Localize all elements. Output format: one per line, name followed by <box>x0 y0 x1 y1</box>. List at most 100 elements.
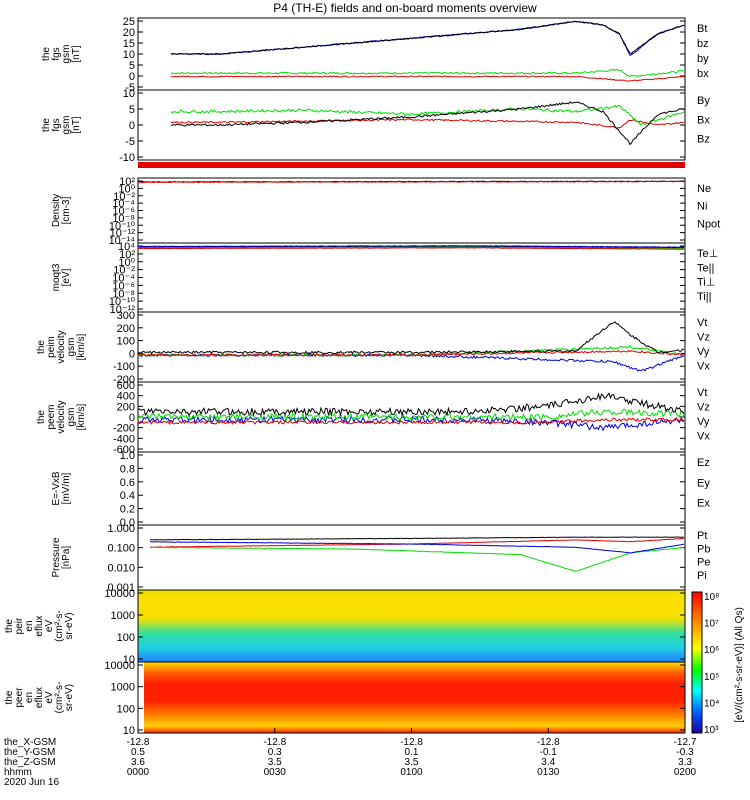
x-tick-z: 3.5 <box>405 757 419 768</box>
x-tick-x: -12.8 <box>537 737 560 748</box>
y-tick-label: 10⁰ <box>118 257 135 269</box>
legend-Ey: Ey <box>697 477 710 489</box>
y-label-line: gsm <box>66 408 77 427</box>
y-label-line: en <box>24 692 35 703</box>
y-label-line: eV <box>44 620 55 633</box>
legend-Ni: Ni <box>697 201 707 213</box>
colorbar-tick: 10⁷ <box>704 619 719 630</box>
series-Bz <box>170 118 685 129</box>
y-tick-label: 1.000 <box>107 523 135 535</box>
y-label-line: peim <box>46 336 57 358</box>
legend-Bz: Bz <box>697 134 710 146</box>
y-tick-label: 10⁻¹² <box>110 228 136 240</box>
x-tick-y: 0.1 <box>405 747 419 758</box>
legend-Ne: Ne <box>697 183 711 195</box>
series-Vt <box>137 321 685 355</box>
y-tick-label: 0 <box>129 412 135 424</box>
colorbar-tick: 10⁴ <box>704 698 719 709</box>
colorbar-tick: 10⁸ <box>704 592 719 603</box>
series-Pe <box>149 546 685 572</box>
colorbar-label: [eV/(cm²-s-sr-eV)] (All Qs) <box>734 607 745 723</box>
series-By <box>170 104 685 126</box>
y-tick-label: 10⁻⁸ <box>112 213 135 225</box>
y-label-line: [mV/m] <box>61 472 72 504</box>
y-label-line: Pressure <box>51 537 62 577</box>
series-Pt <box>149 536 685 541</box>
y-tick-label: 10⁻¹⁰ <box>109 220 136 232</box>
y-tick-label: 10⁻² <box>113 191 135 203</box>
y-label-line: peir <box>14 617 25 634</box>
y-tick-label: 1000 <box>111 682 135 694</box>
y-tick-label: 300 <box>117 310 135 322</box>
y-tick-label: 10 <box>123 88 135 100</box>
y-tick-label: 0 <box>129 71 135 83</box>
legend-Pt: Pt <box>697 530 707 542</box>
legend-Te||: Te|| <box>697 262 714 274</box>
colorbar-tick: 10⁶ <box>704 645 719 656</box>
spectrogram-p9 <box>138 590 685 662</box>
y-tick-label: 1.0 <box>120 450 135 462</box>
y-tick-label: 10⁰ <box>118 183 135 195</box>
series-Vt <box>137 391 685 417</box>
y-axis-label: Density [cm-3] <box>51 194 72 227</box>
legend-bz: bz <box>697 38 709 50</box>
legend-Pe: Pe <box>697 557 710 569</box>
panel-p10: 10000 1000 100 10 the peer en eflux eV (cm²-s-sr-… <box>4 660 686 737</box>
y-label-line: gsm <box>66 338 77 357</box>
x-tick-t: 0000 <box>127 767 150 778</box>
y-label-line: the <box>41 47 52 61</box>
y-label-line: (cm²-s- <box>54 682 65 714</box>
y-tick-label: 0.4 <box>120 490 135 502</box>
y-tick-label: 10000 <box>104 588 135 600</box>
x-row-label: the_X-GSM <box>4 737 56 748</box>
y-tick-label: -200 <box>113 374 135 386</box>
y-label-line: the <box>4 619 15 633</box>
panel-p2: 10 5 0 -5 -10 the fgs gsm [nT] By Bx Bz <box>41 88 710 164</box>
y-tick-label: 10² <box>119 176 135 188</box>
y-label-line: the <box>41 118 52 132</box>
y-tick-label: 200 <box>117 323 135 335</box>
y-tick-label: 10⁻² <box>113 265 135 277</box>
y-tick-label: 0 <box>129 348 135 360</box>
y-tick-label: 10⁻¹⁴ <box>109 235 136 247</box>
y-axis-label: the peer en eflux eV (cm²-s-sr-eV) <box>4 682 75 714</box>
y-tick-label: 10² <box>119 249 135 261</box>
y-tick-label: 10 <box>123 725 135 737</box>
y-tick-label: 20 <box>123 27 135 39</box>
y-label-line: Density <box>51 194 62 227</box>
y-tick-label: -600 <box>113 444 135 456</box>
series-Te-perp <box>137 247 684 250</box>
y-tick-label: 600 <box>117 380 135 392</box>
y-axis-label: Pressure [nPa] <box>51 537 72 577</box>
x-tick-z: 3.6 <box>131 757 145 768</box>
y-label-line: fgs <box>51 118 62 131</box>
y-label-line: [cm-3] <box>61 196 72 224</box>
date-label: 2020 Jun 16 <box>4 777 59 788</box>
legend-Pb: Pb <box>697 543 710 555</box>
series-bx <box>170 20 685 57</box>
figure-title: P4 (TH-E) fields and on-board moments ov… <box>273 1 537 15</box>
series-Ti-perp <box>137 245 685 248</box>
legend-bx: bx <box>697 68 709 80</box>
y-label-line: sr-eV) <box>64 612 75 639</box>
y-label-line: [nPa] <box>61 546 72 570</box>
y-label-line: the <box>4 690 15 704</box>
x-tick-x: -12.8 <box>263 737 286 748</box>
y-tick-label: 10⁻⁸ <box>112 288 135 300</box>
x-tick-t: 0030 <box>264 767 287 778</box>
panel-p7: 1.00.8 0.60.4 0.20.0 E=-VxB [mV/m] Ez Ey Ex <box>51 450 710 529</box>
x-tick-y: 0.3 <box>268 747 282 758</box>
y-tick-label: 0 <box>129 120 135 132</box>
series-by <box>170 68 685 78</box>
panel-frame <box>137 311 686 383</box>
legend-Vx: Vx <box>697 431 710 443</box>
y-label-line: the <box>36 410 47 424</box>
y-label-line: the <box>36 340 47 354</box>
y-label-line: moqt3 <box>51 263 62 291</box>
legend-Vy: Vy <box>697 346 710 358</box>
legend-Ez: Ez <box>697 457 710 469</box>
y-label-line: eV <box>44 691 55 704</box>
panel-frame <box>137 177 686 244</box>
y-label-line: velocity <box>56 400 67 433</box>
y-tick-label: 5 <box>129 104 135 116</box>
